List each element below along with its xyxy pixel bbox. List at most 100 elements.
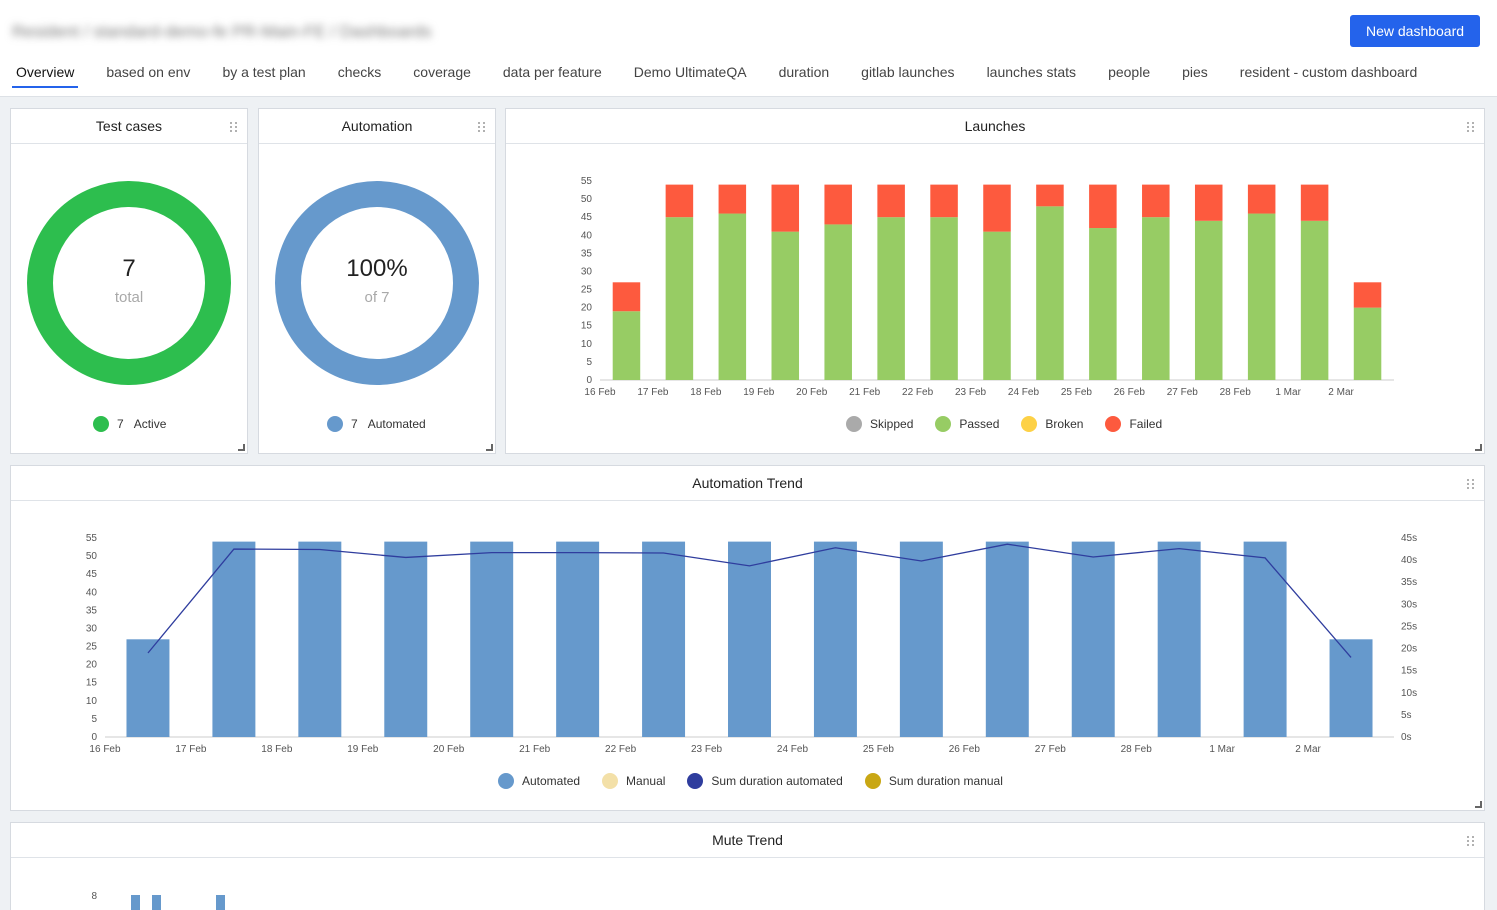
legend-item[interactable]: Failed	[1105, 416, 1162, 432]
x-tick-label: 2 Mar	[1328, 387, 1354, 398]
failed-bar	[1194, 184, 1223, 221]
tab-by-a-test-plan[interactable]: by a test plan	[222, 64, 306, 80]
legend-label[interactable]: Active	[133, 417, 167, 431]
y-tick-label: 45	[581, 212, 593, 223]
tab-duration[interactable]: duration	[778, 64, 830, 80]
passed-bar	[771, 231, 800, 380]
x-tick-label: 2 Mar	[1295, 744, 1321, 755]
tab-demo-ultimateqa[interactable]: Demo UltimateQA	[633, 64, 747, 80]
resize-handle-icon[interactable]	[1475, 444, 1482, 451]
y-tick-label: 55	[86, 533, 98, 544]
test-cases-legend: 7 Active	[93, 416, 166, 432]
legend-item[interactable]: Passed	[935, 416, 999, 432]
resize-handle-icon[interactable]	[238, 444, 245, 451]
test-cases-total-label: total	[114, 289, 144, 306]
y-tick-label: 0	[586, 375, 592, 386]
legend-label: Failed	[1129, 417, 1163, 431]
y-tick-label: 35	[581, 248, 593, 259]
failed-bar	[665, 184, 694, 218]
y-tick-label: 40	[86, 587, 98, 598]
y-tick-label: 55	[581, 176, 593, 187]
legend-label[interactable]: Automated	[367, 417, 426, 431]
x-tick-label: 20 Feb	[796, 387, 828, 398]
drag-handle-icon[interactable]	[1467, 122, 1475, 132]
failed-bar	[824, 184, 852, 225]
passed-bar	[877, 217, 905, 380]
breadcrumb[interactable]: Resident / standard-demo-fe PR-Main-FE /…	[12, 22, 432, 41]
failed-bar	[1036, 184, 1064, 207]
y-tick-label: 20	[581, 303, 593, 314]
test-cases-widget: Test cases 7 total 7 Active	[10, 108, 248, 454]
y-tick-label: 10	[86, 696, 98, 707]
mute-trend-title: Mute Trend	[11, 823, 1484, 858]
tab-coverage[interactable]: coverage	[413, 64, 471, 80]
x-tick-label: 25 Feb	[1061, 387, 1093, 398]
drag-handle-icon[interactable]	[1467, 836, 1475, 846]
failed-bar	[1089, 184, 1117, 229]
failed-bar	[877, 184, 905, 218]
sum-duration-automated-line	[147, 543, 1352, 658]
drag-handle-icon[interactable]	[230, 122, 238, 132]
automated-bar	[212, 541, 256, 737]
y-tick-label: 40	[581, 230, 593, 241]
automation-trend-legend: Automated Manual Sum duration automated Sum…	[498, 773, 1025, 789]
y2-tick-label: 25s	[1401, 621, 1417, 632]
automation-title: Automation	[259, 109, 495, 144]
test-cases-total: 7	[122, 255, 136, 282]
x-tick-label: 22 Feb	[902, 387, 934, 398]
legend-item[interactable]: Automated	[498, 773, 580, 789]
tab-people[interactable]: people	[1108, 64, 1151, 80]
legend-dot	[602, 773, 619, 789]
mute-bar	[131, 895, 140, 910]
tab-overview[interactable]: Overview	[0, 60, 90, 97]
failed-bar	[1300, 184, 1329, 221]
drag-handle-icon[interactable]	[1467, 479, 1475, 489]
legend-item[interactable]: Sum duration automated	[687, 773, 843, 789]
legend-label: Automated	[522, 774, 581, 788]
x-tick-label: 28 Feb	[1121, 744, 1153, 755]
tab-checks[interactable]: checks	[337, 64, 382, 80]
automated-bar	[985, 541, 1029, 737]
legend-item[interactable]: Skipped	[846, 416, 913, 432]
failed-bar	[1247, 184, 1276, 214]
legend-item[interactable]: Sum duration manual	[864, 773, 1003, 789]
y2-tick-label: 20s	[1401, 644, 1417, 655]
tab-pies[interactable]: pies	[1182, 64, 1208, 80]
legend-item[interactable]: Broken	[1021, 416, 1083, 432]
failed-bar	[983, 184, 1011, 232]
passed-bar	[1353, 307, 1382, 380]
legend-count: 7	[117, 417, 124, 431]
x-tick-label: 26 Feb	[1114, 387, 1146, 398]
resize-handle-icon[interactable]	[486, 444, 493, 451]
y-tick-label: 20	[86, 660, 98, 671]
new-dashboard-button[interactable]: New dashboard	[1350, 15, 1480, 47]
passed-bar	[930, 217, 958, 380]
tab-data-per-feature[interactable]: data per feature	[502, 64, 602, 80]
failed-bar	[1353, 282, 1382, 308]
y2-tick-label: 10s	[1401, 688, 1417, 699]
automation-trend-widget: Automation Trend 0 5 10 15 20 25 30 35 40 45 50 55 0…	[10, 465, 1485, 811]
tab-based-on-env[interactable]: based on env	[106, 64, 191, 80]
legend-dot	[935, 416, 952, 432]
drag-handle-icon[interactable]	[478, 122, 486, 132]
y2-tick-label: 40s	[1401, 555, 1417, 566]
legend-item[interactable]: Manual	[602, 773, 665, 789]
tab-launches-stats[interactable]: launches stats	[986, 64, 1077, 80]
x-tick-label: 18 Feb	[690, 387, 722, 398]
x-tick-label: 22 Feb	[605, 744, 637, 755]
legend-dot-automated	[327, 416, 343, 432]
passed-bar	[824, 224, 852, 380]
passed-bar	[1089, 228, 1117, 380]
resize-handle-icon[interactable]	[1475, 801, 1482, 808]
y-tick-label: 45	[86, 569, 98, 580]
legend-dot	[498, 773, 514, 789]
x-tick-label: 17 Feb	[637, 387, 669, 398]
y-tick-label: 8	[91, 891, 97, 902]
tab-gitlab-launches[interactable]: gitlab launches	[861, 64, 955, 80]
x-tick-label: 18 Feb	[261, 744, 293, 755]
failed-bar	[718, 184, 747, 214]
tab-resident-custom-dashboard[interactable]: resident - custom dashboard	[1239, 64, 1418, 80]
y2-tick-label: 15s	[1401, 666, 1417, 677]
y-tick-label: 25	[86, 642, 98, 653]
